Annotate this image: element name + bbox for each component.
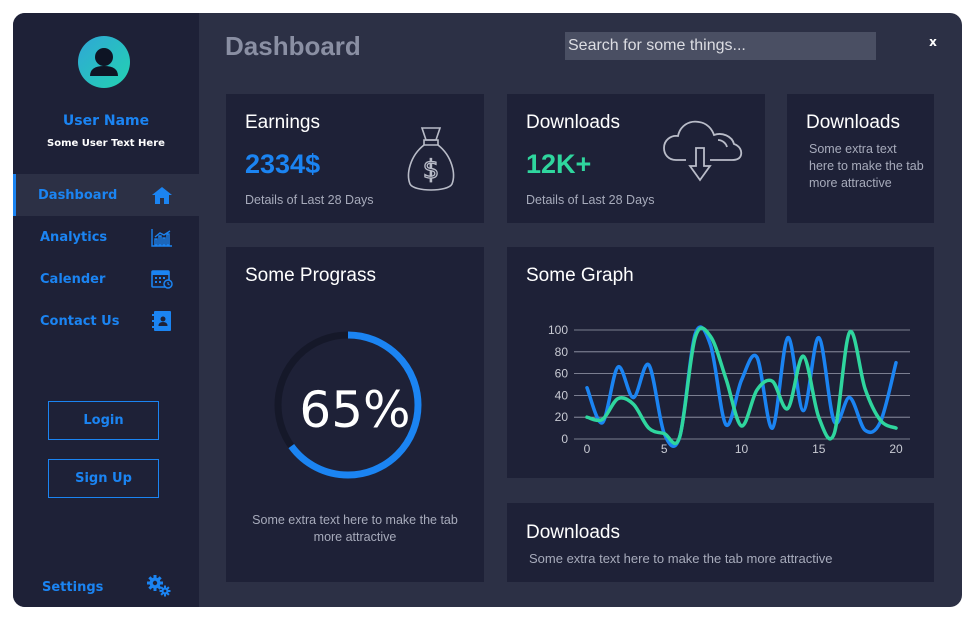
contact-book-icon <box>152 311 171 331</box>
login-button[interactable]: Login <box>48 401 159 440</box>
x-tick-label: 5 <box>661 442 668 456</box>
money-bag-icon: $ <box>407 127 455 191</box>
calendar-icon <box>151 270 173 289</box>
card-title: Downloads <box>526 112 620 133</box>
progress-fill <box>274 331 422 479</box>
sidebar: User Name Some User Text Here Dashboard … <box>13 13 199 607</box>
user-name: User Name <box>62 113 150 129</box>
y-tick-label: 60 <box>555 367 569 381</box>
card-subtitle: Details of Last 28 Days <box>526 193 655 207</box>
user-subtext: Some User Text Here <box>47 138 165 149</box>
gear-icon[interactable] <box>146 574 172 598</box>
x-tick-label: 20 <box>889 442 903 456</box>
y-tick-label: 100 <box>548 323 568 337</box>
x-tick-label: 10 <box>735 442 749 456</box>
series-line-2 <box>585 326 898 446</box>
card-title: Downloads <box>806 112 900 133</box>
x-tick-label: 0 <box>584 442 591 456</box>
page-title: Dashboard <box>225 31 361 61</box>
card-text: Some extra text here to make the tab mor… <box>252 513 458 544</box>
sidebar-item-contact-us[interactable]: Contact Us <box>13 300 199 342</box>
app-window: User Name Some User Text Here Dashboard … <box>13 13 962 607</box>
downloads-value: 12K+ <box>526 149 592 179</box>
card-title: Earnings <box>245 112 320 133</box>
sidebar-item-label: Analytics <box>40 229 108 245</box>
progress-card: Some Prograss 65% Some extra text here t… <box>226 247 484 582</box>
sidebar-item-analytics[interactable]: Analytics <box>13 216 199 258</box>
downloads-small-card: Downloads Some extra text here to make t… <box>787 94 934 223</box>
earnings-value: 2334$ <box>245 149 321 179</box>
y-tick-label: 40 <box>555 388 569 402</box>
card-title: Some Prograss <box>245 265 376 286</box>
sidebar-item-dashboard[interactable]: Dashboard <box>13 174 199 216</box>
sidebar-item-label: Contact Us <box>40 313 120 329</box>
progress-ring <box>274 331 422 479</box>
card-title: Downloads <box>526 522 620 543</box>
card-subtitle: Details of Last 28 Days <box>245 193 374 207</box>
downloads-card: Downloads 12K+ Details of Last 28 Days <box>507 94 765 223</box>
y-tick-label: 0 <box>561 432 568 446</box>
svg-text:$: $ <box>423 155 440 185</box>
sidebar-item-calender[interactable]: Calender <box>13 258 199 300</box>
close-button[interactable]: x <box>929 35 937 49</box>
y-tick-label: 20 <box>555 410 569 424</box>
progress-percent: 65% <box>299 381 411 439</box>
user-icon <box>90 48 118 76</box>
home-icon <box>152 187 172 204</box>
y-tick-label: 80 <box>555 345 569 359</box>
sidebar-item-label: Calender <box>40 271 106 287</box>
graph-card: Some Graph 0 20 40 60 80 100 0 5 10 15 20 <box>507 247 934 478</box>
cloud-download-icon <box>663 120 743 182</box>
avatar[interactable] <box>78 36 130 88</box>
card-text: Some extra text here to make the tab mor… <box>529 551 833 566</box>
card-title: Some Graph <box>526 265 634 286</box>
card-text: Some extra text here to make the tab mor… <box>809 142 924 190</box>
search-input[interactable] <box>565 32 876 60</box>
sign-up-button[interactable]: Sign Up <box>48 459 159 498</box>
series-line-1 <box>585 325 898 448</box>
bar-chart-icon <box>151 229 172 247</box>
earnings-card: Earnings 2334$ Details of Last 28 Days $ <box>226 94 484 223</box>
settings-link[interactable]: Settings <box>42 580 104 595</box>
x-tick-label: 15 <box>812 442 826 456</box>
sidebar-item-label: Dashboard <box>38 187 118 203</box>
downloads-wide-card: Downloads Some extra text here to make t… <box>507 503 934 582</box>
line-chart: 0 20 40 60 80 100 0 5 10 15 20 <box>548 323 910 456</box>
